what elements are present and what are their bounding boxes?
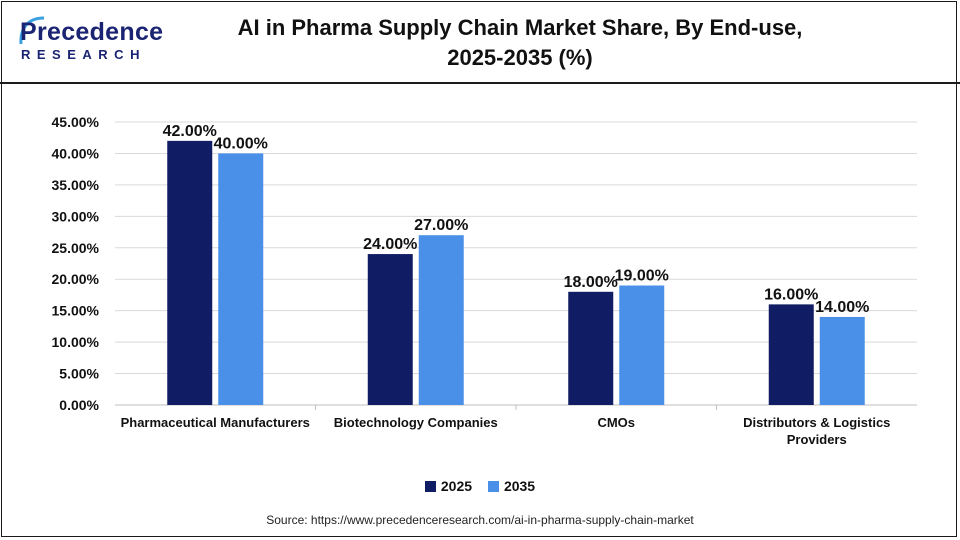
bar-2035 (418, 235, 464, 405)
x-tick-label: Pharmaceutical Manufacturers (121, 415, 310, 430)
legend-swatch-2035 (487, 480, 499, 492)
x-tick-label: Providers (787, 432, 847, 447)
bar-2025 (367, 254, 413, 405)
data-label: 18.00% (564, 274, 618, 291)
bar-2035 (619, 285, 665, 405)
bar-2025 (768, 304, 814, 405)
x-tick-label: Distributors & Logistics (743, 415, 890, 430)
legend-item-2035: 2035 (487, 478, 536, 494)
data-label: 42.00% (163, 123, 217, 140)
bar-2025 (568, 291, 614, 405)
y-tick-label: 30.00% (52, 208, 100, 224)
logo-wordmark: Precedence (20, 18, 164, 46)
chart-area: 0.00% 5.00% 10.00% 15.00% 20.00% 25.00% 30.00%… (0, 84, 960, 494)
x-tick-label: CMOs (597, 415, 635, 430)
legend-swatch-2025 (424, 480, 436, 492)
data-label: 24.00% (363, 236, 417, 253)
y-tick-label: 45.00% (52, 114, 100, 130)
legend-label-2025: 2025 (440, 478, 473, 494)
x-tick-label: Biotechnology Companies (334, 415, 498, 430)
chart-title-line-1: AI in Pharma Supply Chain Market Share, … (237, 15, 803, 40)
bar-2035 (819, 316, 865, 405)
chart-title-line-2: 2025-2035 (%) (447, 45, 593, 70)
legend-label-2035: 2035 (503, 478, 536, 494)
bar-2035 (218, 153, 264, 405)
y-tick-label: 40.00% (52, 145, 100, 161)
data-label: 16.00% (764, 286, 818, 303)
y-tick-label: 15.00% (52, 303, 100, 319)
y-tick-label: 5.00% (59, 366, 99, 382)
source-note: Source: https://www.precedenceresearch.c… (266, 513, 694, 527)
logo-subtext: RESEARCH (21, 47, 146, 62)
y-tick-label: 35.00% (52, 177, 100, 193)
chart-title: AI in Pharma Supply Chain Market Share, … (160, 13, 880, 73)
data-label: 14.00% (815, 299, 869, 316)
logo-swoosh-icon (19, 16, 45, 45)
y-tick-label: 10.00% (52, 334, 100, 350)
data-label: 27.00% (414, 217, 468, 234)
data-label: 19.00% (615, 268, 669, 285)
bar-2025 (167, 140, 213, 405)
y-tick-label: 0.00% (59, 397, 99, 413)
legend: 2025 2035 (0, 478, 960, 495)
bar-chart: 0.00% 5.00% 10.00% 15.00% 20.00% 25.00% 30.00%… (52, 114, 917, 447)
data-label: 40.00% (214, 135, 268, 152)
y-tick-label: 20.00% (52, 271, 100, 287)
precedence-research-logo: Precedence RESEARCH (18, 16, 163, 68)
legend-item-2025: 2025 (424, 478, 473, 494)
header: Precedence RESEARCH AI in Pharma Supply … (0, 0, 960, 84)
y-tick-label: 25.00% (52, 240, 100, 256)
